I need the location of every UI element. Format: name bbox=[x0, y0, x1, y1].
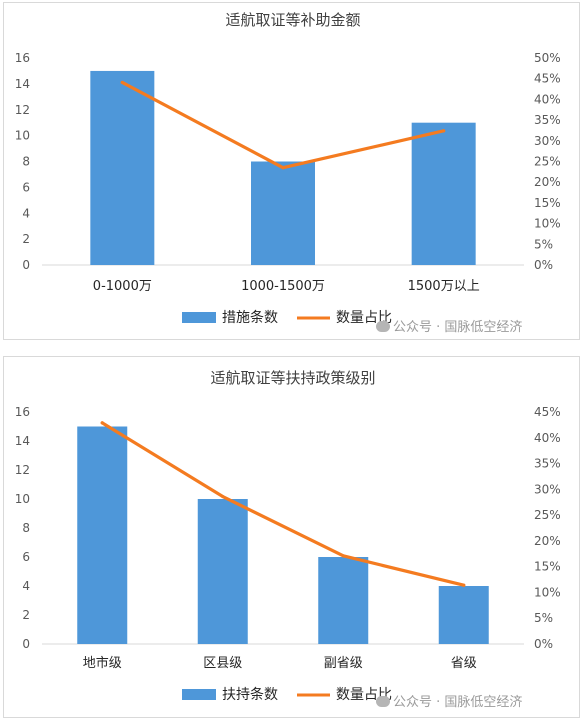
watermark: 公众号 · 国脉低空经济 bbox=[376, 316, 522, 335]
y-right-tick-label: 10% bbox=[534, 217, 561, 231]
bar-2 bbox=[197, 499, 248, 644]
legend-swatch-bar bbox=[182, 689, 216, 700]
y-right-tick-label: 50% bbox=[534, 51, 561, 65]
line-point-1 bbox=[100, 421, 104, 425]
line-point-4 bbox=[462, 583, 466, 587]
y-left-tick-label: 8 bbox=[22, 155, 30, 169]
series-line-share bbox=[120, 80, 446, 170]
y-right-tick-label: 5% bbox=[534, 611, 553, 625]
legend-label-bar: 措施条数 bbox=[222, 309, 278, 326]
y-left-tick-label: 8 bbox=[22, 521, 30, 535]
y-right-tick-label: 20% bbox=[534, 175, 561, 189]
y-left-tick-label: 0 bbox=[22, 258, 30, 272]
y-left-tick-label: 10 bbox=[15, 129, 30, 143]
y-right-tick-label: 25% bbox=[534, 508, 561, 522]
y-right-tick-label: 20% bbox=[534, 534, 561, 548]
y-right-tick-label: 10% bbox=[534, 585, 561, 599]
y-right-tick-label: 45% bbox=[534, 72, 561, 86]
y-right-tick-label: 45% bbox=[534, 405, 561, 419]
y-left-tick-label: 6 bbox=[22, 180, 30, 194]
bar-2 bbox=[251, 161, 315, 265]
y-right-tick-label: 35% bbox=[534, 457, 561, 471]
line-point-1 bbox=[120, 80, 124, 85]
chart-panel-subsidy-amount: 适航取证等补助金额 0 2 4 6 8 10 12 14 16 0% 5% 10% 15% 20% 25% 30… bbox=[3, 2, 580, 340]
y-left-tick-label: 6 bbox=[22, 550, 30, 564]
wechat-icon bbox=[376, 321, 390, 332]
y-left-tick-label: 16 bbox=[15, 51, 30, 65]
bar-1 bbox=[77, 426, 128, 644]
y-left-tick-label: 2 bbox=[22, 608, 30, 622]
x-tick-label: 区县级 bbox=[203, 656, 242, 671]
y-right-tick-label: 40% bbox=[534, 92, 561, 106]
series-line-share bbox=[100, 421, 466, 587]
chart-policy-level: 适航取证等扶持政策级别 0 2 4 6 8 10 12 14 16 0% 5% 10% 15% 20% 25%… bbox=[15, 369, 561, 703]
y-left-tick-label: 12 bbox=[15, 103, 30, 117]
x-tick-label: 副省级 bbox=[324, 656, 363, 671]
watermark: 公众号 · 国脉低空经济 bbox=[376, 691, 522, 710]
y-right-tick-label: 0% bbox=[534, 258, 553, 272]
chart-panel-policy-level: 适航取证等扶持政策级别 0 2 4 6 8 10 12 14 16 0% 5% 10% 15% 20% 25%… bbox=[3, 356, 580, 718]
chart-subsidy-amount: 适航取证等补助金额 0 2 4 6 8 10 12 14 16 0% 5% 10% 15% 20% 25% 30… bbox=[15, 11, 561, 326]
y-right-tick-label: 35% bbox=[534, 113, 561, 127]
legend-swatch-bar bbox=[182, 312, 216, 323]
x-tick-label: 0-1000万 bbox=[93, 279, 152, 294]
y-right-tick-label: 15% bbox=[534, 560, 561, 574]
bar-4 bbox=[438, 586, 489, 644]
y-left-tick-label: 4 bbox=[22, 579, 30, 593]
y-right-tick-label: 40% bbox=[534, 431, 561, 445]
x-tick-label: 1000-1500万 bbox=[241, 279, 325, 294]
bar-1 bbox=[90, 70, 155, 265]
line-point-3 bbox=[442, 129, 446, 133]
bar-3 bbox=[411, 122, 476, 265]
line-point-2 bbox=[281, 166, 285, 170]
y-right-tick-label: 30% bbox=[534, 482, 561, 496]
chart-title: 适航取证等补助金额 bbox=[225, 11, 360, 29]
wechat-icon bbox=[376, 696, 390, 707]
chart-title: 适航取证等扶持政策级别 bbox=[210, 369, 375, 387]
y-left-tick-label: 12 bbox=[15, 463, 30, 477]
line-point-2 bbox=[221, 494, 225, 499]
y-right-tick-label: 0% bbox=[534, 637, 553, 651]
y-left-tick-label: 16 bbox=[15, 405, 30, 419]
x-tick-label: 1500万以上 bbox=[408, 279, 480, 294]
bar-3 bbox=[318, 557, 369, 644]
legend-label-bar: 扶持条数 bbox=[222, 686, 278, 703]
y-left-tick-label: 2 bbox=[22, 232, 30, 246]
y-left-tick-label: 4 bbox=[22, 206, 30, 220]
y-left-tick-label: 14 bbox=[15, 434, 30, 448]
line-point-3 bbox=[341, 554, 345, 558]
x-tick-label: 地市级 bbox=[83, 655, 122, 671]
watermark-text: 公众号 · 国脉低空经济 bbox=[393, 695, 523, 710]
y-right-tick-label: 15% bbox=[534, 196, 561, 210]
y-left-tick-label: 10 bbox=[15, 492, 30, 506]
y-left-tick-label: 14 bbox=[15, 77, 30, 91]
y-left-tick-label: 0 bbox=[22, 637, 30, 651]
y-right-tick-label: 25% bbox=[534, 155, 561, 169]
watermark-text: 公众号 · 国脉低空经济 bbox=[393, 320, 523, 335]
x-tick-label: 省级 bbox=[451, 656, 477, 671]
y-right-tick-label: 5% bbox=[534, 237, 553, 251]
y-right-tick-label: 30% bbox=[534, 134, 561, 148]
